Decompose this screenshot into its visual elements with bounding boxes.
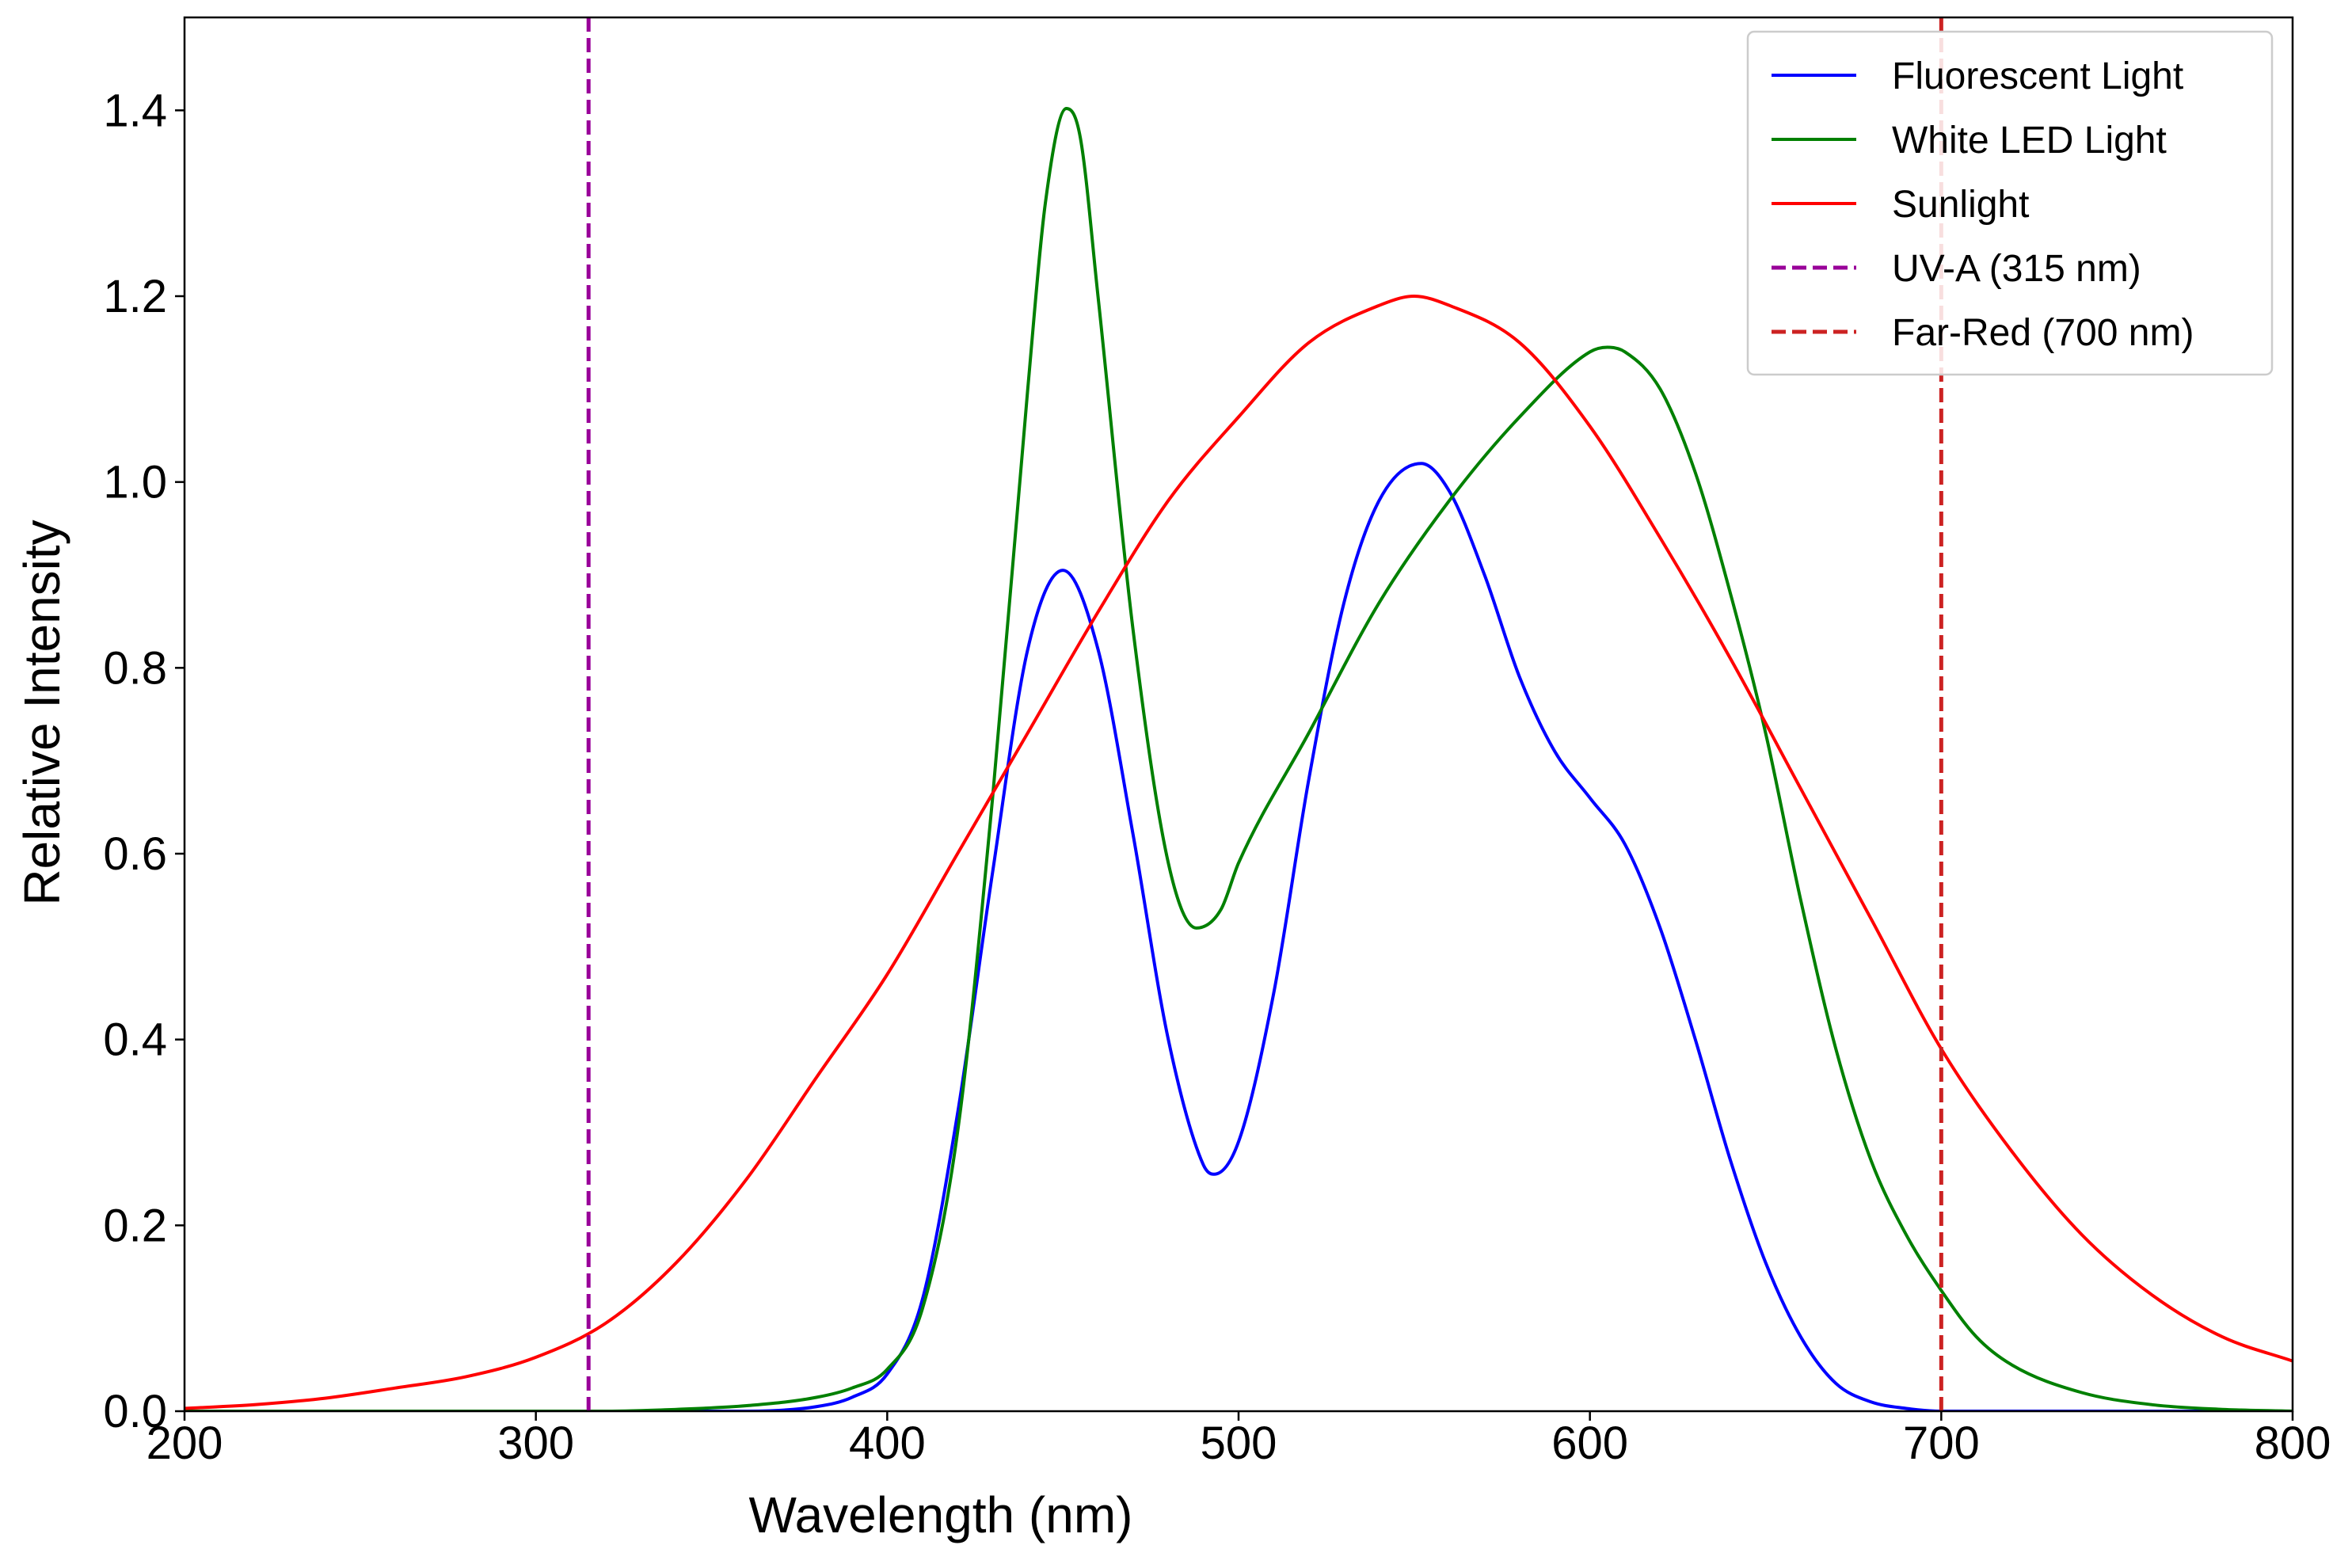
x-tick-label: 700	[1903, 1418, 1980, 1469]
x-tick-label: 200	[147, 1418, 223, 1469]
y-axis-label: Relative Intensity	[13, 519, 70, 905]
x-tick-label: 300	[497, 1418, 574, 1469]
x-tick-label: 500	[1201, 1418, 1277, 1469]
y-tick-label: 0.2	[103, 1200, 167, 1251]
series-line-white-led-light	[185, 107, 2293, 1411]
legend-label: White LED Light	[1892, 120, 2167, 162]
legend-label: Fluorescent Light	[1892, 55, 2183, 97]
legend-label: Far-Red (700 nm)	[1892, 312, 2194, 354]
series-line-sunlight	[185, 295, 2293, 1410]
y-tick-label: 1.0	[103, 457, 167, 508]
y-tick-label: 0.6	[103, 828, 167, 880]
legend: Fluorescent Light White LED Light Sunlight…	[1746, 30, 2274, 376]
y-tick-label: 0.4	[103, 1014, 167, 1066]
y-tick-label: 1.2	[103, 271, 167, 322]
x-tick-label: 400	[849, 1418, 926, 1469]
y-tick-label: 0.8	[103, 642, 167, 694]
x-tick-label: 600	[1551, 1418, 1628, 1469]
series-line-fluorescent-light	[185, 462, 2293, 1411]
tick-labels: 200 300 400 500 600 700 800 0.0 0.2 0.4 0.6 0.8 1.0 1…	[103, 85, 2331, 1469]
x-tick-label: 800	[2255, 1418, 2331, 1469]
axes	[175, 16, 2294, 1421]
y-tick-label: 0.0	[103, 1386, 167, 1437]
legend-box	[1746, 30, 2274, 376]
legend-label: UV-A (315 nm)	[1892, 248, 2141, 290]
legend-label: Sunlight	[1892, 184, 2029, 226]
x-axis-label: Wavelength (nm)	[749, 1486, 1133, 1543]
y-tick-label: 1.4	[103, 85, 167, 136]
